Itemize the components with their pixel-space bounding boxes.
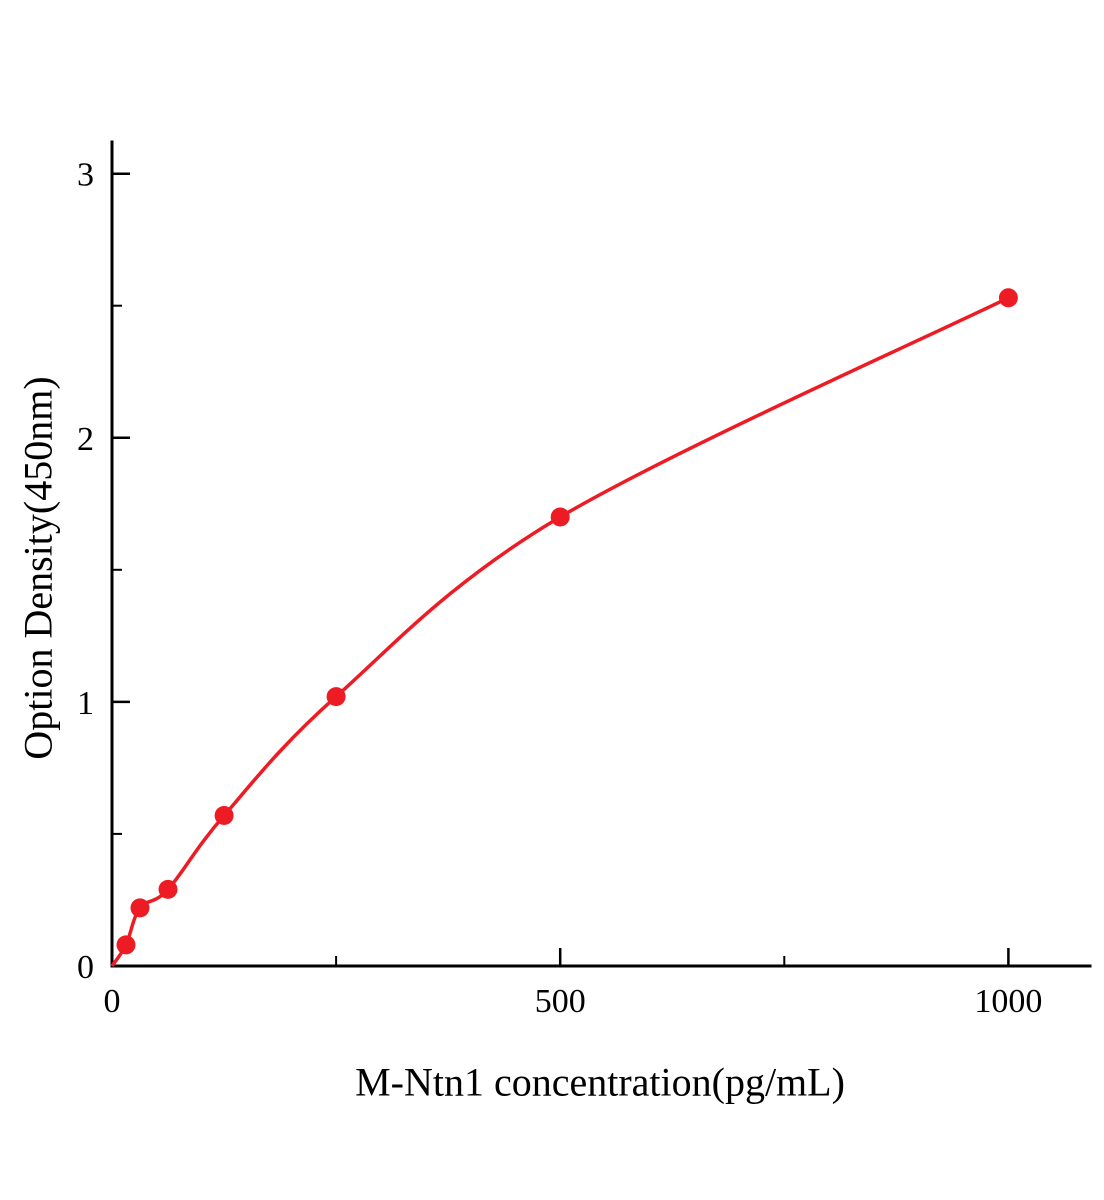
data-point — [158, 879, 178, 899]
tick-labels: 0 500 1000 0 1 2 3 — [77, 157, 1042, 1020]
x-tick-label: 1000 — [974, 983, 1042, 1020]
data-point — [998, 288, 1018, 308]
x-tick-label: 500 — [535, 983, 586, 1020]
y-tick-label: 3 — [77, 157, 94, 194]
data-point — [214, 806, 234, 825]
y-tick-label: 2 — [77, 421, 94, 458]
axes — [110, 140, 1092, 968]
tick-marks — [110, 172, 1010, 968]
y-axis-label: Option Density(450nm) — [15, 376, 61, 760]
x-axis-label: M-Ntn1 concentration(pg/mL) — [355, 1059, 845, 1105]
data-point — [130, 898, 150, 918]
x-tick-label: 0 — [104, 983, 121, 1020]
data-point — [116, 935, 136, 955]
data-point — [550, 507, 570, 527]
y-tick-label: 1 — [77, 685, 94, 722]
data-point — [326, 687, 346, 707]
y-tick-label: 0 — [77, 949, 94, 986]
fit-curve — [110, 296, 1010, 967]
data-points — [116, 288, 1018, 955]
